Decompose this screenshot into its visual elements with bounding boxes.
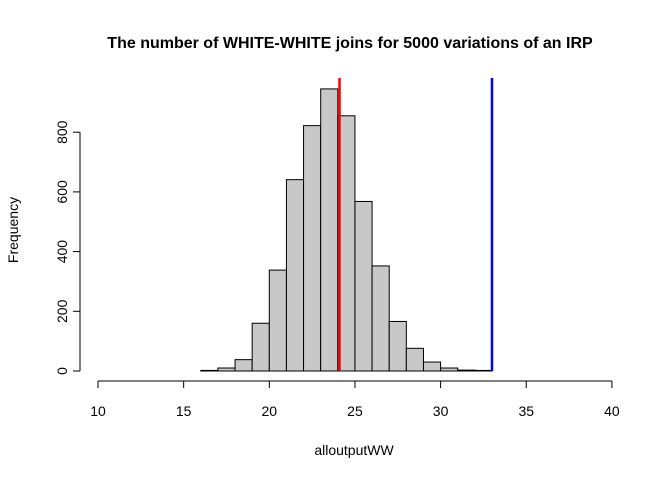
histogram-bar xyxy=(268,269,287,372)
histogram-bar xyxy=(200,369,219,372)
x-tick-label: 20 xyxy=(262,403,278,419)
x-tick-label: 35 xyxy=(518,403,534,419)
histogram-bar xyxy=(354,200,373,372)
reference-lines xyxy=(338,78,494,371)
x-axis: 10 15 20 25 30 35 40 xyxy=(90,380,620,419)
x-tick-label: 30 xyxy=(433,403,449,419)
histogram-bar xyxy=(217,367,236,372)
histogram-bar xyxy=(474,369,493,372)
y-tick-label: 800 xyxy=(54,120,70,144)
histogram-bar xyxy=(440,367,459,372)
y-tick-label: 200 xyxy=(54,299,70,323)
chart-title: The number of WHITE-WHITE joins for 5000… xyxy=(107,35,593,52)
histogram-bar xyxy=(251,322,270,372)
histogram-bar xyxy=(371,265,390,372)
histogram-bar xyxy=(285,179,305,372)
x-tick-label: 10 xyxy=(90,403,106,419)
histogram-bar xyxy=(303,125,322,372)
histogram-bar xyxy=(388,320,407,372)
histogram-bar xyxy=(405,347,424,372)
y-axis-label: Frequency xyxy=(5,197,21,263)
histogram-bar xyxy=(234,359,253,372)
x-tick-label: 40 xyxy=(604,403,620,419)
x-tick-label: 25 xyxy=(347,403,363,419)
bars-group xyxy=(200,88,493,372)
y-axis: 0 200 400 600 800 xyxy=(54,120,81,375)
histogram-bar xyxy=(320,88,339,372)
x-axis-label: alloutputWW xyxy=(314,442,394,458)
y-tick-label: 400 xyxy=(54,240,70,264)
histogram-bar xyxy=(457,369,476,372)
y-tick-label: 0 xyxy=(54,367,70,375)
histogram-bar xyxy=(422,361,442,372)
x-tick-label: 15 xyxy=(176,403,192,419)
y-tick-label: 600 xyxy=(54,180,70,204)
